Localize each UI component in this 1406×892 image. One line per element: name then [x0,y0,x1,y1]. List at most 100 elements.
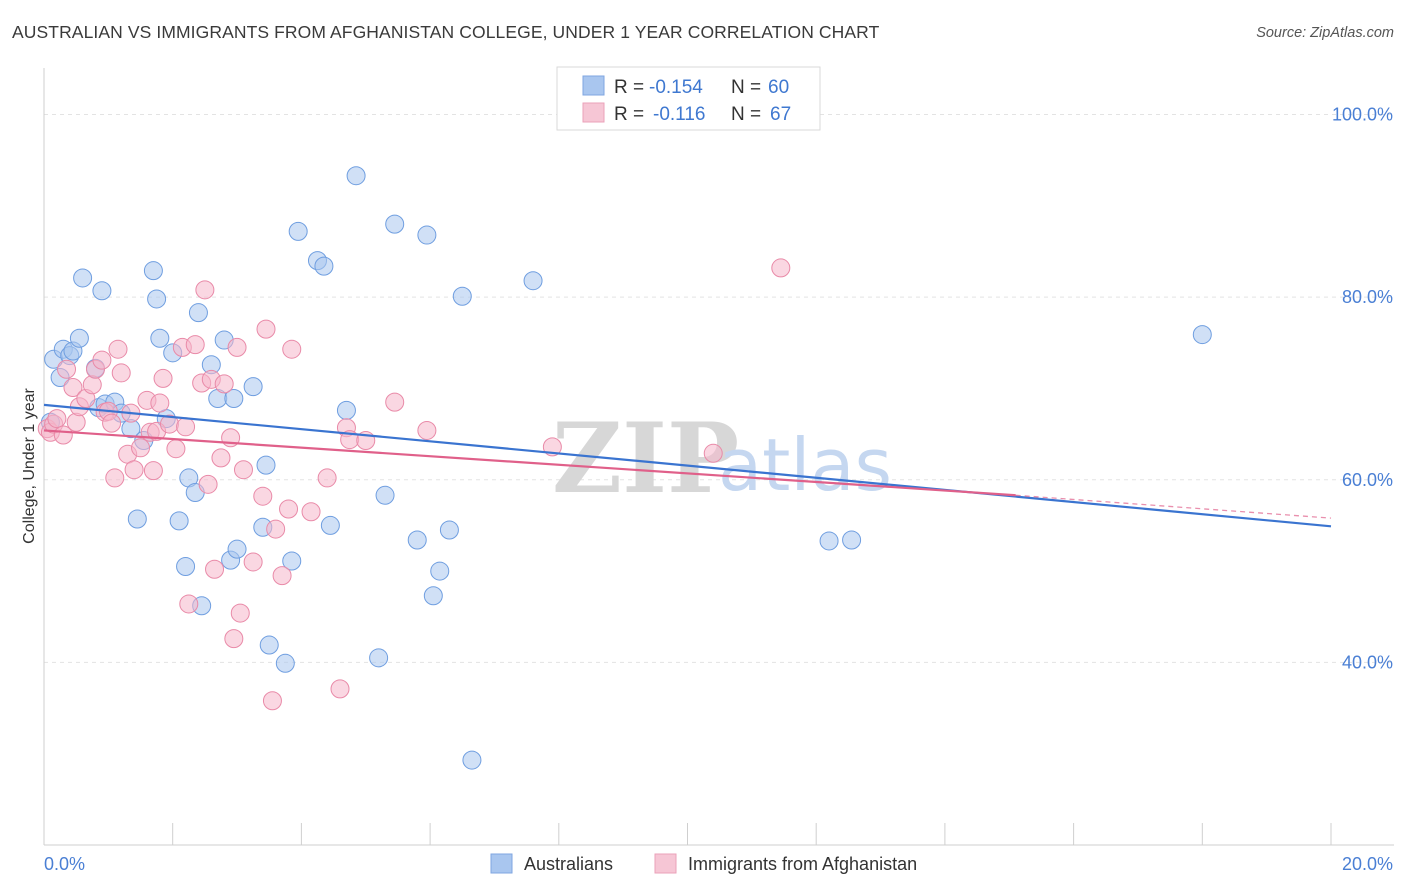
afghanistan-point [150,393,170,413]
afghanistan-point [131,438,151,458]
australians-point [452,286,472,306]
afghanistan-point [179,594,199,614]
australians-point [275,653,295,673]
afghanistan-point [82,375,102,395]
afghanistan-point [176,417,196,437]
afghanistan-point [224,629,244,649]
australians-point [256,455,276,475]
afghanistan-point [233,460,253,480]
bottom-legend-label-australians: Australians [524,854,613,874]
afghanistan-point [124,460,144,480]
afghanistan-point [211,448,231,468]
afghanistan-point [185,335,205,355]
australians-point [143,261,163,281]
afghanistan-point [266,519,286,539]
bottom-legend-swatch-australians [490,853,513,874]
watermark-atlas: atlas [718,423,892,507]
australians-point [69,328,89,348]
australians-point [439,520,459,540]
legend-n-label-2: N = [731,104,761,125]
bottom-legend: Australians Immigrants from Afghanistan [490,853,917,874]
australians-point [176,557,196,577]
australians-point [169,511,189,531]
y-axis-label: College, Under 1 year [21,388,38,544]
afghanistan-point [272,566,292,586]
y-tick-label: 100.0% [1332,105,1393,125]
australians-point [92,281,112,301]
australians-point [346,166,366,186]
afghanistan-point [57,359,77,379]
afghanistan-point [66,412,86,432]
australians-point [147,289,167,309]
australians-point [842,530,862,550]
afghanistan-trend-line [43,429,1016,497]
legend-r-value-1: -0.154 [649,77,703,98]
afghanistan-point [166,439,186,459]
afghanistan-point [63,378,83,398]
afghanistan-point [385,392,405,412]
afghanistan-point [243,552,263,572]
afghanistan-point [230,603,250,623]
afghanistan-point [108,339,128,359]
legend-n-label-1: N = [731,77,761,98]
afghanistan-point [703,443,723,463]
data-points [37,166,1212,770]
australians-point [462,750,482,770]
afghanistan-trend-extension [1015,494,1332,519]
afghanistan-point [205,559,225,579]
y-tick-label: 60.0% [1342,470,1393,490]
trend-lines [43,403,1332,528]
australians-point [314,256,334,276]
x-tick-label: 0.0% [44,854,85,874]
australians-point [259,635,279,655]
australians-point [417,225,437,245]
afghanistan-point [317,468,337,488]
australians-point [407,530,427,550]
australians-point [819,531,839,551]
bottom-legend-label-afghanistan: Immigrants from Afghanistan [688,854,917,874]
afghanistan-point [195,280,215,300]
afghanistan-point [198,474,218,494]
afghanistan-point [330,679,350,699]
australians-point [375,485,395,505]
australians-point [523,271,543,291]
afghanistan-point [301,502,321,522]
australians-trend-line [43,403,1332,528]
legend-r-label-1: R = [614,77,644,98]
afghanistan-point [92,350,112,370]
axes [43,68,1394,846]
afghanistan-point [47,409,67,429]
australians-point [336,400,356,420]
legend-swatch-afghanistan [582,102,605,123]
chart-source: Source: ZipAtlas.com [1256,25,1394,41]
afghanistan-point [214,374,234,394]
australians-point [288,221,308,241]
afghanistan-point [279,499,299,519]
afghanistan-point [105,468,125,488]
tick-labels: 100.0% 80.0% 60.0% 40.0% 0.0% 20.0% [44,105,1393,874]
australians-point [423,586,443,606]
australians-point [385,214,405,234]
legend-r-label-2: R = [614,104,644,125]
afghanistan-point [282,339,302,359]
legend: R = -0.154 N = 60 R = -0.116 N = 67 [556,66,821,131]
australians-point [430,561,450,581]
x-tick-label: 20.0% [1342,854,1393,874]
afghanistan-point [262,691,282,711]
australians-point [224,388,244,408]
afghanistan-point [143,461,163,481]
australians-point [127,509,147,529]
y-tick-label: 40.0% [1342,652,1393,672]
afghanistan-point [253,486,273,506]
afghanistan-point [111,363,131,383]
y-tick-label: 80.0% [1342,287,1393,307]
afghanistan-point [227,337,247,357]
afghanistan-point [256,319,276,339]
chart-title: AUSTRALIAN VS IMMIGRANTS FROM AFGHANISTA… [12,22,880,42]
afghanistan-point [771,258,791,278]
australians-point [150,328,170,348]
afghanistan-point [417,420,437,440]
australians-point [227,539,247,559]
australians-point [243,377,263,397]
